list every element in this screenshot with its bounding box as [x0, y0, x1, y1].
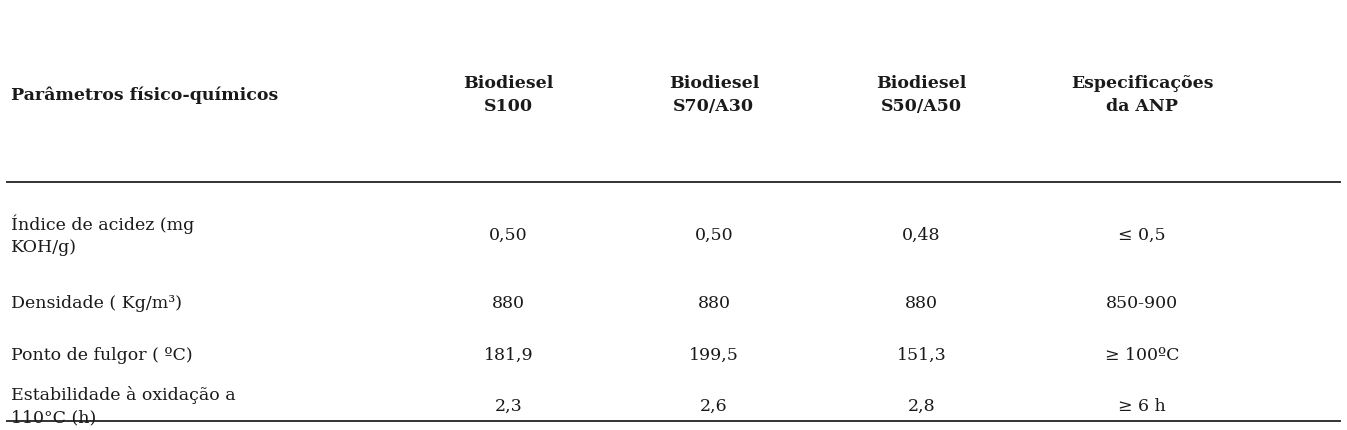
Text: 880: 880: [905, 295, 938, 312]
Text: 0,50: 0,50: [695, 226, 733, 243]
Text: Especificações
da ANP: Especificações da ANP: [1071, 74, 1214, 115]
Text: ≥ 6 h: ≥ 6 h: [1118, 396, 1167, 414]
Text: Estabilidade à oxidação a
110°C (h): Estabilidade à oxidação a 110°C (h): [11, 385, 236, 425]
Text: Índice de acidez (mg
KOH/g): Índice de acidez (mg KOH/g): [11, 214, 194, 255]
Text: 0,50: 0,50: [489, 226, 528, 243]
Text: 880: 880: [492, 295, 525, 312]
Text: ≥ 100ºC: ≥ 100ºC: [1105, 346, 1180, 363]
Text: 2,3: 2,3: [494, 396, 523, 414]
Text: 2,8: 2,8: [908, 396, 935, 414]
Text: Biodiesel
S100: Biodiesel S100: [463, 74, 554, 115]
Text: 199,5: 199,5: [688, 346, 740, 363]
Text: 151,3: 151,3: [897, 346, 946, 363]
Text: 2,6: 2,6: [700, 396, 727, 414]
Text: Ponto de fulgor ( ºC): Ponto de fulgor ( ºC): [11, 346, 193, 363]
Text: Parâmetros físico-químicos: Parâmetros físico-químicos: [11, 86, 277, 103]
Text: 181,9: 181,9: [484, 346, 533, 363]
Text: 880: 880: [698, 295, 730, 312]
Text: Biodiesel
S70/A30: Biodiesel S70/A30: [668, 74, 760, 115]
Text: ≤ 0,5: ≤ 0,5: [1118, 226, 1167, 243]
Text: Biodiesel
S50/A50: Biodiesel S50/A50: [876, 74, 967, 115]
Text: 850-900: 850-900: [1106, 295, 1179, 312]
Text: 0,48: 0,48: [902, 226, 940, 243]
Text: Densidade ( Kg/m³): Densidade ( Kg/m³): [11, 295, 182, 312]
